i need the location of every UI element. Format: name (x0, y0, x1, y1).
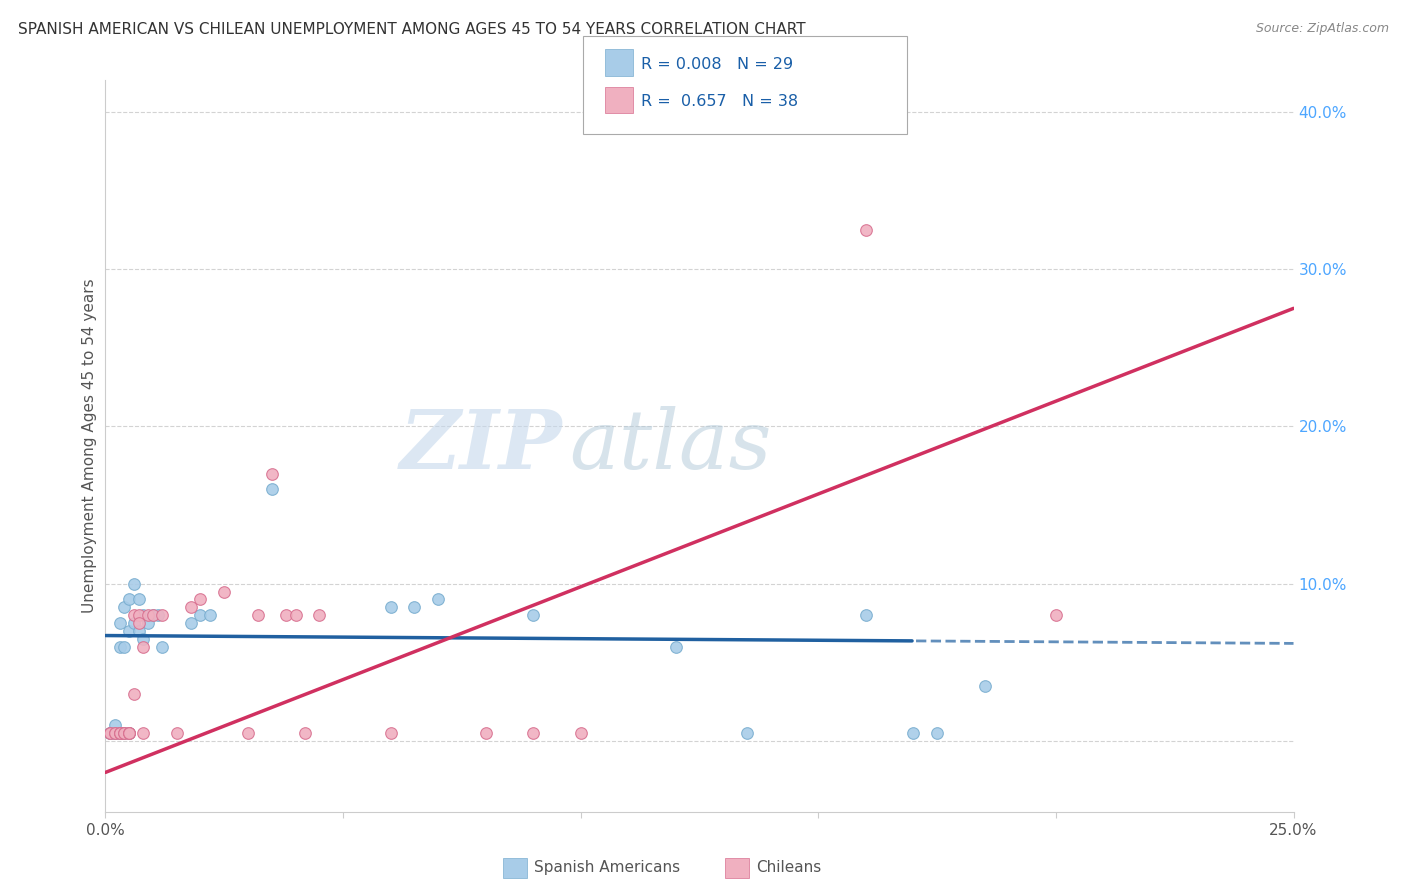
Point (128, 592, 150, 607)
Point (855, 223, 877, 237)
Point (108, 640, 131, 654)
Point (146, 608, 169, 623)
Point (108, 726, 131, 740)
Text: Chileans: Chileans (756, 861, 821, 875)
Point (404, 600, 426, 615)
Point (114, 726, 136, 740)
Point (118, 726, 141, 740)
Point (104, 718, 127, 732)
Point (118, 726, 141, 740)
Point (180, 615, 202, 630)
Point (855, 608, 877, 623)
Point (294, 726, 316, 740)
Text: ZIP: ZIP (401, 406, 562, 486)
Point (118, 592, 141, 607)
Point (98, 726, 121, 740)
Point (132, 608, 155, 623)
Point (142, 608, 165, 623)
Point (380, 600, 402, 615)
Point (114, 726, 136, 740)
Point (132, 726, 155, 740)
Point (98, 726, 121, 740)
Point (98, 726, 121, 740)
Point (214, 584, 236, 599)
Point (903, 726, 925, 740)
Point (380, 726, 402, 740)
Point (1045, 608, 1067, 623)
Point (522, 608, 544, 623)
Text: Spanish Americans: Spanish Americans (534, 861, 681, 875)
Point (104, 726, 127, 740)
Point (142, 608, 165, 623)
Point (152, 608, 174, 623)
Point (128, 624, 150, 638)
Point (190, 608, 212, 623)
Point (104, 726, 127, 740)
Point (166, 726, 188, 740)
Point (122, 608, 145, 623)
Point (665, 640, 688, 654)
Point (132, 640, 155, 654)
Point (122, 687, 145, 701)
Point (98, 726, 121, 740)
Point (128, 615, 150, 630)
Point (308, 608, 330, 623)
Point (274, 608, 297, 623)
Point (122, 615, 145, 630)
Point (108, 726, 131, 740)
Point (427, 592, 450, 607)
Text: Source: ZipAtlas.com: Source: ZipAtlas.com (1256, 22, 1389, 36)
Point (925, 726, 948, 740)
Text: atlas: atlas (569, 406, 770, 486)
Point (118, 624, 141, 638)
Point (136, 608, 159, 623)
Text: SPANISH AMERICAN VS CHILEAN UNEMPLOYMENT AMONG AGES 45 TO 54 YEARS CORRELATION C: SPANISH AMERICAN VS CHILEAN UNEMPLOYMENT… (18, 22, 806, 37)
Y-axis label: Unemployment Among Ages 45 to 54 years: Unemployment Among Ages 45 to 54 years (82, 278, 97, 614)
Point (108, 726, 131, 740)
Text: R = 0.008   N = 29: R = 0.008 N = 29 (641, 57, 793, 71)
Point (152, 640, 174, 654)
Point (136, 615, 159, 630)
Point (246, 608, 269, 623)
Point (190, 592, 212, 607)
Point (122, 576, 145, 591)
Point (735, 726, 758, 740)
Point (108, 726, 131, 740)
Point (474, 726, 496, 740)
Point (114, 640, 136, 654)
Point (973, 679, 995, 693)
Point (569, 726, 592, 740)
Point (114, 600, 136, 615)
Point (118, 726, 141, 740)
Point (260, 482, 283, 496)
Text: R =  0.657   N = 38: R = 0.657 N = 38 (641, 95, 799, 109)
Point (104, 726, 127, 740)
Point (118, 726, 141, 740)
Point (128, 608, 150, 623)
Point (236, 726, 259, 740)
Point (284, 608, 307, 623)
Point (104, 726, 127, 740)
Point (108, 615, 131, 630)
Point (114, 726, 136, 740)
Point (522, 726, 544, 740)
Point (132, 632, 155, 646)
Point (180, 600, 202, 615)
Point (260, 467, 283, 481)
Point (198, 608, 221, 623)
